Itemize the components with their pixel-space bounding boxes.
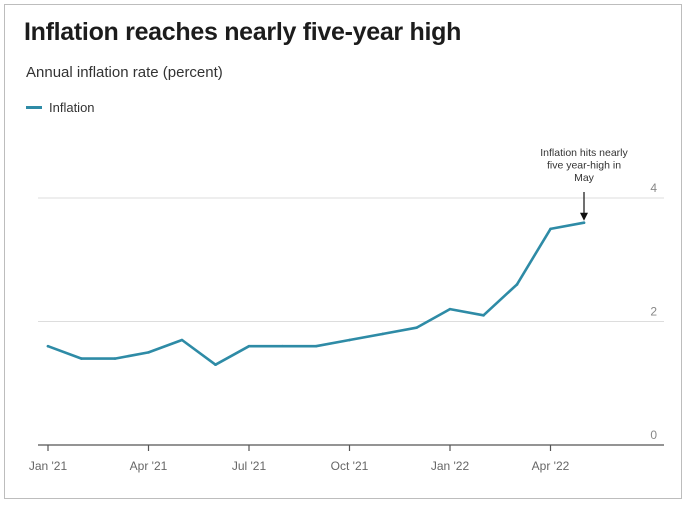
data-point-2021-09 xyxy=(314,344,318,348)
data-point-2021-10 xyxy=(348,338,351,342)
data-point-2021-05 xyxy=(180,338,184,342)
data-point-2021-04 xyxy=(147,351,150,354)
y-tick-label-0: 0 xyxy=(650,428,657,442)
annotation-arrow-head xyxy=(580,212,588,221)
x-tick-label-2022-04: Apr '22 xyxy=(532,459,570,473)
data-point-2022-05 xyxy=(582,221,586,224)
legend: Inflation xyxy=(26,100,95,115)
data-point-2021-02 xyxy=(80,357,83,360)
annotation-text-line-1: Inflation hits nearly xyxy=(540,147,628,159)
chart-frame xyxy=(4,4,682,499)
data-point-2022-01 xyxy=(448,307,452,311)
data-point-2021-07 xyxy=(247,344,251,348)
x-tick-label-2022-01: Jan '22 xyxy=(431,459,470,473)
x-tick-label-2021-07: Jul '21 xyxy=(232,459,267,473)
data-point-2022-04 xyxy=(549,227,552,231)
series-line-inflation xyxy=(46,221,586,367)
x-tick-label-2021-04: Apr '21 xyxy=(130,459,168,473)
data-point-2021-11 xyxy=(381,332,385,336)
chart-title: Inflation reaches nearly five-year high xyxy=(24,18,462,46)
data-point-2022-02 xyxy=(482,314,485,317)
data-point-2021-01 xyxy=(46,344,50,348)
legend-label: Inflation xyxy=(49,100,95,115)
chart-subtitle: Annual inflation rate (percent) xyxy=(26,64,223,81)
x-tick-label-2021-10: Oct '21 xyxy=(331,459,369,473)
y-tick-label-4: 4 xyxy=(650,181,657,195)
annotation-text-line-3: May xyxy=(574,172,595,184)
data-point-2021-12 xyxy=(415,326,418,329)
annotation-text-line-2: five year-high in xyxy=(547,160,621,172)
data-point-2021-03 xyxy=(113,357,117,360)
y-tick-label-2: 2 xyxy=(650,305,657,319)
data-point-2021-08 xyxy=(281,344,284,348)
data-point-2021-06 xyxy=(214,363,217,367)
data-point-2022-03 xyxy=(515,283,519,286)
x-tick-label-2021-01: Jan '21 xyxy=(29,459,68,473)
legend-swatch xyxy=(26,106,42,109)
